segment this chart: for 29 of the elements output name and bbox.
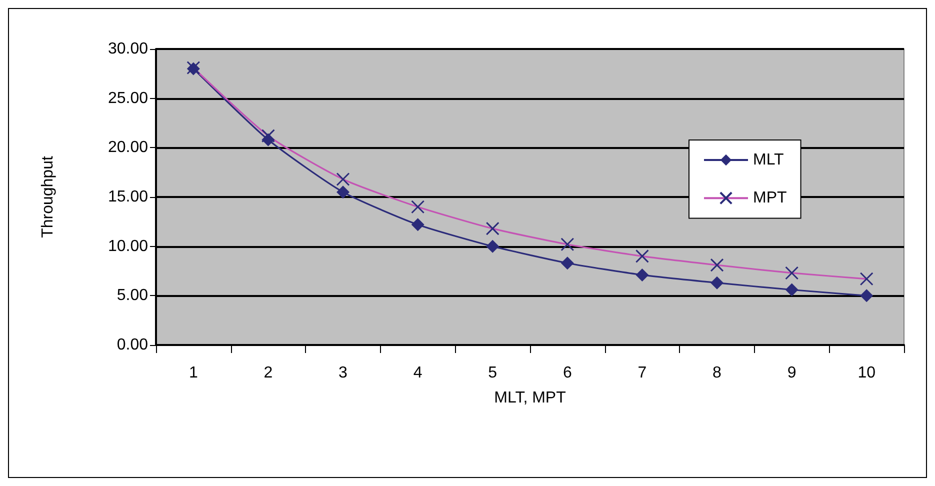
x-tick-label: 7 bbox=[638, 364, 647, 382]
x-tick-label: 9 bbox=[787, 364, 796, 382]
point bbox=[860, 289, 874, 302]
y-tick-label: 15.00 bbox=[108, 188, 148, 206]
point bbox=[785, 283, 798, 296]
x-tick-label: 1 bbox=[188, 364, 198, 382]
legend-label: MPT bbox=[753, 190, 787, 207]
y-axis-title: Throughput bbox=[40, 156, 56, 238]
y-tick-label: 30.00 bbox=[108, 40, 148, 58]
y-tick-label: 10.00 bbox=[108, 238, 148, 255]
y-tick-label: 5.00 bbox=[116, 287, 148, 304]
x-tick-label: 6 bbox=[562, 364, 572, 382]
point bbox=[636, 268, 649, 282]
point bbox=[486, 240, 500, 253]
point bbox=[411, 218, 424, 232]
x-tick-label: 3 bbox=[338, 364, 348, 382]
x-axis-title: MLT, MPT bbox=[494, 390, 566, 406]
point bbox=[710, 276, 724, 290]
x-tick-label: 2 bbox=[264, 364, 273, 382]
x-tick-label: 8 bbox=[712, 364, 722, 382]
x-tick-label: 4 bbox=[413, 364, 422, 382]
legend-label: MLT bbox=[753, 152, 784, 168]
y-tick-label: 0.00 bbox=[116, 336, 148, 354]
x-tick-label: 5 bbox=[488, 364, 498, 382]
point bbox=[560, 256, 574, 270]
y-tick-label: 20.00 bbox=[108, 139, 148, 156]
y-tick-label: 25.00 bbox=[108, 90, 148, 107]
x-tick-label: 10 bbox=[858, 364, 876, 382]
point bbox=[336, 186, 350, 199]
